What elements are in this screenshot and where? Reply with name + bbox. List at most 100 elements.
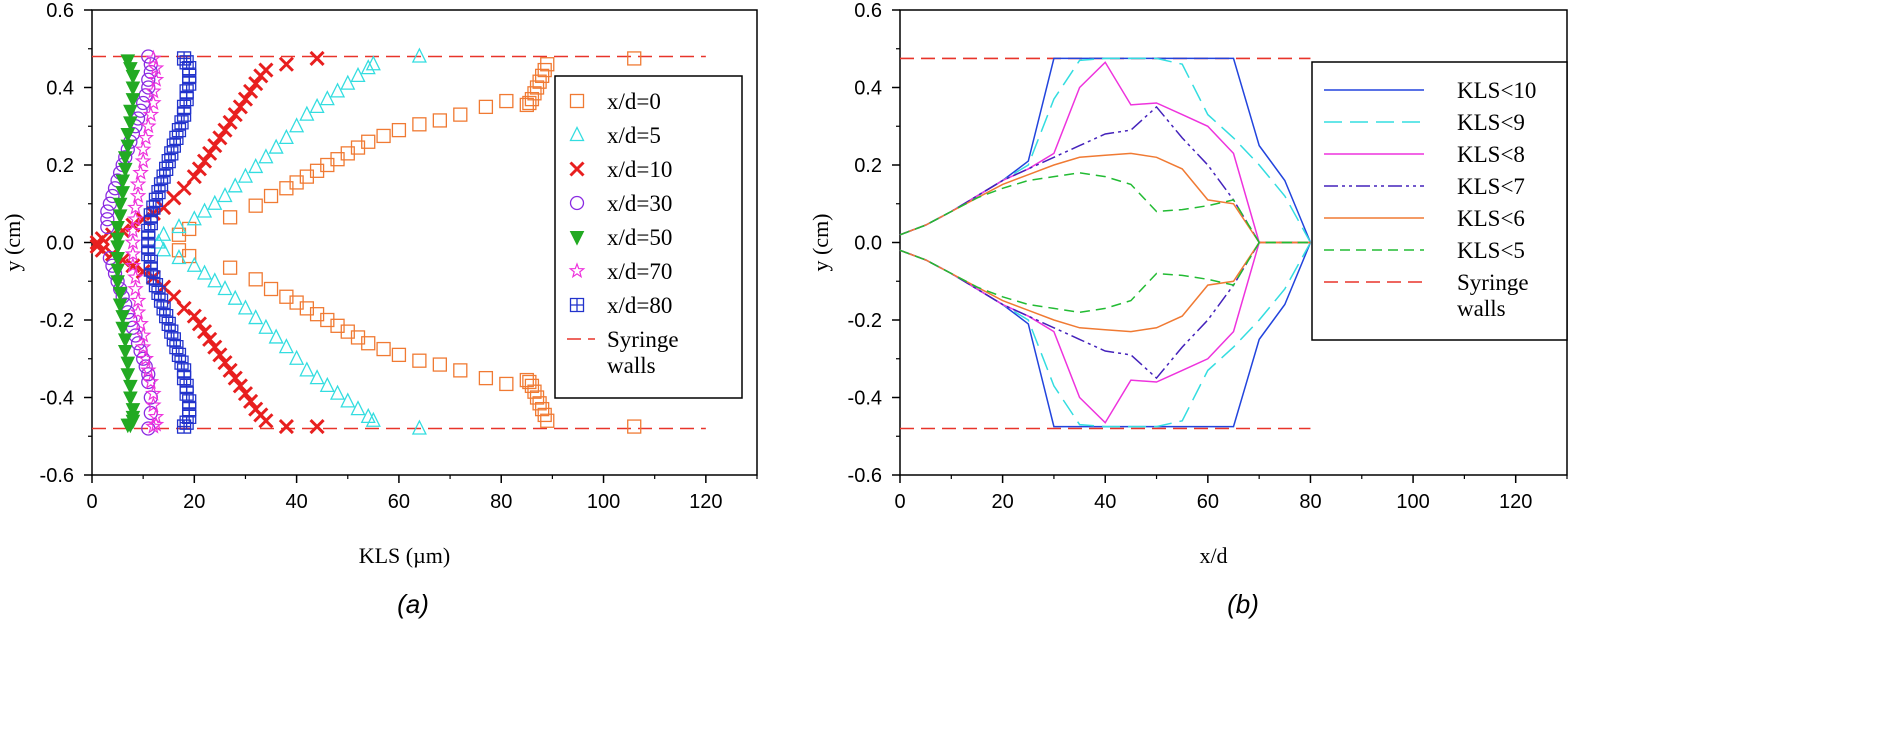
legend-symbol bbox=[569, 297, 585, 313]
data-point bbox=[289, 117, 305, 133]
data-point bbox=[330, 152, 345, 167]
data-point bbox=[156, 169, 171, 184]
x-tick-label: 60 bbox=[1197, 491, 1219, 513]
data-point bbox=[243, 83, 259, 99]
data-point bbox=[141, 367, 156, 382]
data-point bbox=[411, 419, 427, 435]
data-point bbox=[248, 198, 263, 213]
data-point bbox=[124, 257, 142, 273]
legend-label: KLS<10 bbox=[1457, 78, 1536, 103]
legend-label: x/d=30 bbox=[607, 191, 672, 216]
y-tick-label: 0.0 bbox=[46, 233, 74, 255]
data-point bbox=[120, 128, 136, 143]
data-point bbox=[156, 241, 172, 257]
legend-label: Syringe bbox=[1457, 270, 1529, 295]
data-point bbox=[519, 97, 534, 113]
data-point bbox=[134, 338, 152, 355]
data-point bbox=[142, 105, 160, 122]
data-point bbox=[179, 91, 194, 107]
data-point bbox=[309, 97, 325, 114]
panel-a-chart: 0 20 40 60 80 100 120 -0.6 -0.4 -0.2 0.0 0.2 0.4 0.6 K… bbox=[0, 0, 758, 619]
data-point bbox=[196, 202, 213, 218]
legend-box bbox=[554, 75, 743, 399]
lower-boundary-line bbox=[899, 241, 1311, 333]
data-point bbox=[164, 146, 179, 161]
data-point bbox=[258, 413, 274, 429]
data-point bbox=[186, 256, 202, 272]
legend-label: KLS<8 bbox=[1457, 142, 1525, 167]
data-point bbox=[227, 289, 243, 305]
data-point bbox=[169, 339, 184, 355]
data-point bbox=[299, 361, 315, 377]
data-point bbox=[174, 355, 189, 370]
data-point bbox=[207, 272, 223, 288]
data-point bbox=[329, 82, 346, 98]
legend-label: x/d=70 bbox=[607, 259, 672, 284]
legend-label: x/d=80 bbox=[607, 293, 672, 318]
data-point bbox=[527, 384, 542, 399]
data-point bbox=[89, 234, 105, 251]
x-tick-label: 80 bbox=[490, 491, 512, 513]
data-point bbox=[115, 321, 131, 337]
data-point bbox=[207, 339, 223, 355]
data-point bbox=[145, 94, 162, 111]
data-point bbox=[309, 50, 325, 66]
x-tick-label: 100 bbox=[587, 491, 620, 513]
legend-item: KLS<7 bbox=[1324, 174, 1525, 199]
data-point bbox=[478, 99, 494, 115]
data-point bbox=[278, 419, 294, 435]
data-point bbox=[535, 68, 550, 84]
legend-item: x/d=0 bbox=[569, 89, 661, 114]
data-point bbox=[176, 300, 192, 316]
data-point bbox=[412, 353, 427, 368]
data-point bbox=[110, 240, 125, 255]
legend-label: x/d=10 bbox=[607, 157, 672, 182]
data-point bbox=[391, 122, 407, 138]
data-point bbox=[129, 303, 147, 320]
data-point bbox=[100, 204, 115, 219]
data-point bbox=[412, 117, 427, 132]
data-point bbox=[309, 419, 325, 435]
data-point bbox=[217, 280, 233, 296]
data-point bbox=[540, 413, 555, 428]
data-point bbox=[174, 115, 189, 130]
x-axis-label: x/d bbox=[1199, 543, 1227, 568]
x-tick-label: 40 bbox=[285, 491, 307, 513]
y-tick-label: 0.4 bbox=[46, 78, 74, 100]
legend-label: walls bbox=[607, 353, 656, 378]
legend-label: x/d=50 bbox=[607, 225, 672, 250]
legend-item: KLS<5 bbox=[1324, 238, 1525, 263]
y-tick-label: -0.6 bbox=[40, 465, 74, 487]
data-point bbox=[524, 378, 540, 394]
data-point bbox=[524, 91, 540, 107]
data-point bbox=[227, 177, 243, 193]
data-point bbox=[532, 74, 547, 89]
data-point bbox=[147, 71, 165, 87]
data-point bbox=[112, 286, 128, 302]
data-point bbox=[182, 248, 197, 264]
y-tick-label: 0.6 bbox=[854, 0, 882, 22]
data-point bbox=[248, 272, 263, 287]
data-point bbox=[151, 285, 166, 301]
data-point bbox=[222, 210, 238, 225]
data-point bbox=[151, 184, 166, 200]
data-point bbox=[105, 188, 120, 204]
data-point bbox=[141, 246, 156, 262]
data-point bbox=[361, 336, 376, 351]
data-point bbox=[123, 62, 138, 77]
data-point bbox=[522, 95, 537, 111]
data-point bbox=[146, 270, 161, 285]
data-point bbox=[350, 140, 366, 155]
data-point bbox=[320, 312, 335, 328]
x-tick-label: 100 bbox=[1396, 491, 1429, 513]
data-point bbox=[156, 301, 171, 316]
data-point bbox=[627, 419, 642, 434]
data-point bbox=[340, 324, 355, 339]
legend-item: x/d=5 bbox=[569, 123, 661, 148]
data-point bbox=[268, 138, 284, 154]
data-point bbox=[123, 379, 138, 395]
legend-item: KLS<10 bbox=[1324, 78, 1536, 103]
data-point bbox=[289, 349, 305, 365]
